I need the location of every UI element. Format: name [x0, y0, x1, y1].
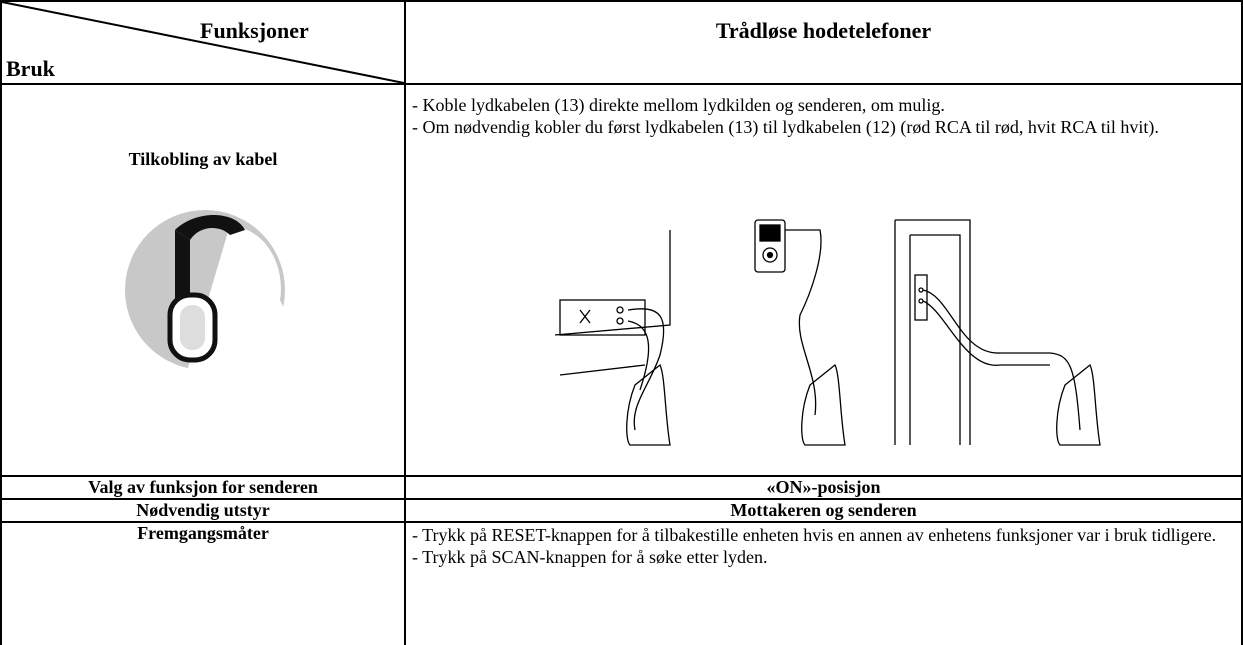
row-label: Tilkobling av kabel [128, 149, 278, 169]
corner-bottom: Bruk [6, 56, 55, 81]
bullet: - Trykk på SCAN-knappen for å søke etter… [412, 547, 768, 567]
row-label: Nødvendig utstyr [136, 500, 270, 520]
row-label: Fremgangsmåter [137, 523, 269, 543]
border [0, 521, 1243, 523]
border [0, 0, 1243, 2]
border [0, 498, 1243, 500]
border [1241, 0, 1243, 645]
row-label: Valg av funksjon for senderen [88, 477, 318, 497]
header-title: Trådløse hodetelefoner [715, 18, 932, 43]
headphone-illustration [125, 210, 292, 400]
border [0, 0, 2, 645]
border [0, 475, 1243, 477]
bullet: - Om nødvendig kobler du først lydkabele… [412, 117, 1159, 137]
bullet: - Koble lydkabelen (13) direkte mellom l… [412, 95, 945, 115]
border [404, 0, 406, 645]
row-value: «ON»-posisjon [766, 477, 881, 497]
row-text: - Koble lydkabelen (13) direkte mellom l… [412, 94, 1232, 138]
diagonal [1, 1, 405, 84]
corner-top: Funksjoner [200, 18, 309, 43]
bullet: - Trykk på RESET-knappen for å tilbakest… [412, 525, 1217, 545]
border [0, 83, 1243, 85]
connection-diagram [554, 219, 1101, 446]
row-value: Mottakeren og senderen [730, 500, 917, 520]
row-text: - Trykk på RESET-knappen for å tilbakest… [412, 524, 1232, 568]
